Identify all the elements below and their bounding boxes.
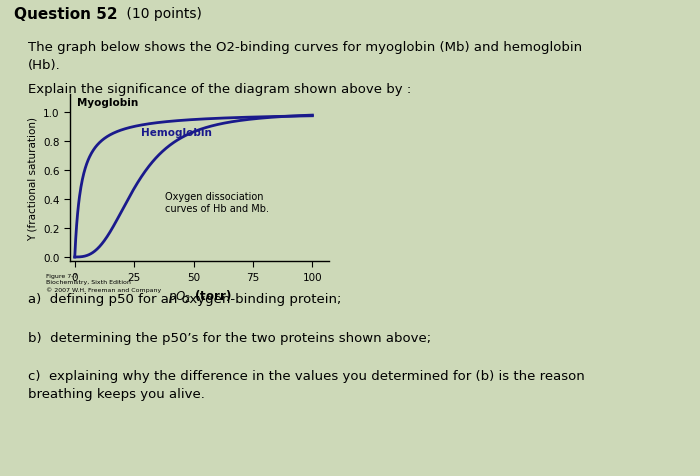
Y-axis label: Y (fractional saturation): Y (fractional saturation) (27, 117, 38, 240)
Text: a)  defining p50 for an oxygen-binding protein;: a) defining p50 for an oxygen-binding pr… (28, 293, 342, 306)
Text: Explain the significance of the diagram shown above by :: Explain the significance of the diagram … (28, 83, 412, 96)
Text: Hemoglobin: Hemoglobin (141, 127, 212, 137)
X-axis label: $pO_2$ (torr): $pO_2$ (torr) (168, 288, 231, 305)
Text: Oxygen dissociation
curves of Hb and Mb.: Oxygen dissociation curves of Hb and Mb. (165, 192, 269, 213)
Text: c)  explaining why the difference in the values you determined for (b) is the re: c) explaining why the difference in the … (28, 369, 584, 400)
Text: Myoglobin: Myoglobin (77, 98, 139, 108)
Text: b)  determining the p50’s for the two proteins shown above;: b) determining the p50’s for the two pro… (28, 331, 431, 344)
Text: Figure 7-7
Biochemistry, Sixth Edition
© 2007 W.H. Freeman and Company: Figure 7-7 Biochemistry, Sixth Edition ©… (46, 274, 161, 292)
Text: (10 points): (10 points) (122, 7, 202, 21)
Text: Question 52: Question 52 (14, 7, 118, 22)
Text: The graph below shows the O2-binding curves for myoglobin (Mb) and hemoglobin
(H: The graph below shows the O2-binding cur… (28, 40, 582, 71)
